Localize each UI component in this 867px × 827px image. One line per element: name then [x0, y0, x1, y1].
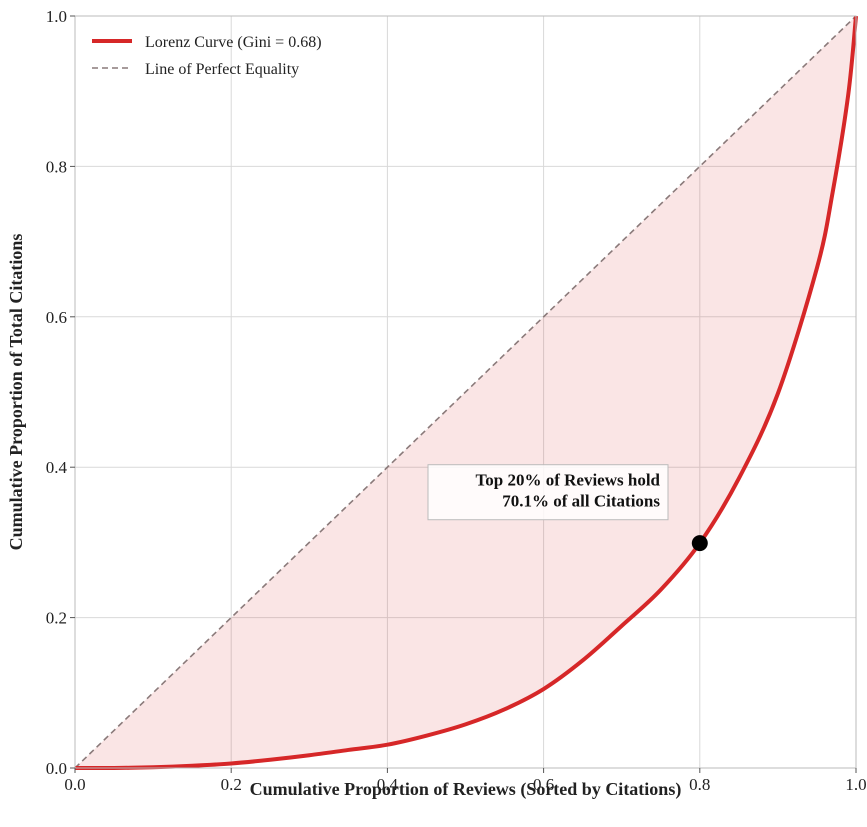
- equality-line: [74, 15, 857, 769]
- plot-frame: [74, 15, 857, 769]
- x-tick-label: 0.4: [377, 775, 399, 794]
- y-tick-label: 0.0: [46, 759, 67, 778]
- y-axis-ticks: 0.0 0.2 0.4 0.6 0.8 1.0: [46, 7, 75, 778]
- y-tick-label: 0.8: [46, 157, 67, 176]
- x-tick-label: 0.0: [64, 775, 85, 794]
- legend: Lorenz Curve (Gini = 0.68) Line of Perfe…: [92, 34, 322, 78]
- y-tick-label: 1.0: [46, 7, 67, 26]
- y-tick-label: 0.6: [46, 308, 67, 327]
- x-tick-label: 0.8: [689, 775, 710, 794]
- x-tick-label: 1.0: [845, 775, 866, 794]
- x-axis-ticks: 0.0 0.2 0.4 0.6 0.8 1.0: [64, 768, 867, 794]
- highlight-point: [691, 535, 708, 552]
- y-tick-label: 0.2: [46, 609, 67, 628]
- x-tick-label: 0.2: [221, 775, 242, 794]
- lorenz-curve-line: [74, 15, 858, 771]
- legend-label-equality: Line of Perfect Equality: [145, 61, 299, 78]
- annotation: Top 20% of Reviews hold 70.1% of all Cit…: [427, 464, 669, 521]
- y-axis-title: Cumulative Proportion of Total Citations: [6, 234, 26, 551]
- annotation-line-2: 70.1% of all Citations: [502, 492, 660, 511]
- annotation-box: [427, 464, 669, 521]
- y-tick-label: 0.4: [46, 458, 68, 477]
- annotation-line-1: Top 20% of Reviews hold: [475, 471, 660, 490]
- x-axis-title: Cumulative Proportion of Reviews (Sorted…: [250, 779, 682, 800]
- legend-label-lorenz: Lorenz Curve (Gini = 0.68): [145, 34, 322, 51]
- x-tick-label: 0.6: [533, 775, 554, 794]
